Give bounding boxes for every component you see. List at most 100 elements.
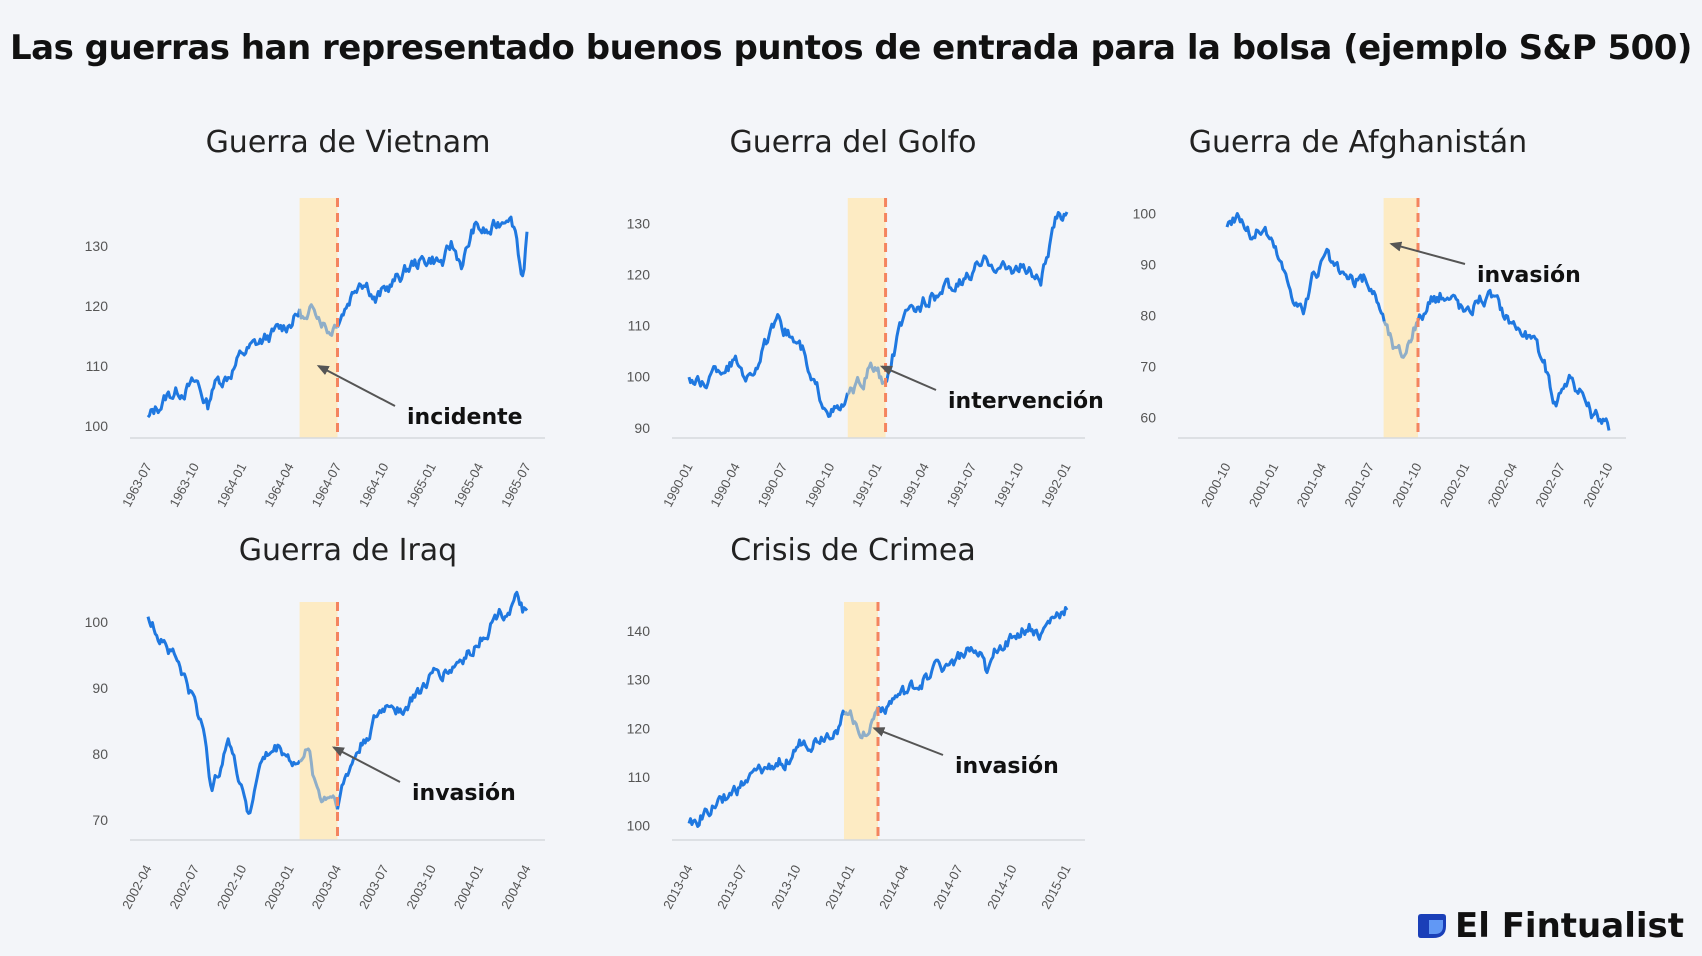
brand-logo: El Fintualist: [1417, 906, 1684, 946]
x-tick-label: 2013-04: [660, 862, 696, 911]
chart-panel-5: Crisis de Crimea 100 110 120 130 140 2013-04 20…: [627, 533, 1085, 912]
y-tick-label: 80: [92, 746, 108, 762]
series-line-event: [847, 361, 886, 395]
y-tick-label: 100: [627, 369, 651, 385]
x-tick-label: 2002-01: [1437, 460, 1473, 509]
series-line-after: [877, 606, 1069, 715]
y-tick-label: 70: [92, 812, 108, 828]
series-line-before: [687, 313, 849, 418]
x-tick-label: 1990-04: [707, 460, 743, 509]
y-tick-label: 90: [1140, 256, 1156, 272]
y-tick-label: 90: [92, 680, 108, 696]
y-tick-label: 90: [634, 420, 650, 436]
x-tick-label: 2002-07: [166, 862, 202, 911]
x-tick-label: 2004-04: [498, 862, 534, 911]
y-tick-label: 60: [1140, 410, 1156, 426]
x-tick-label: 1965-01: [403, 460, 439, 509]
x-tick-label: 2003-04: [309, 862, 345, 911]
x-tick-label: 2000-10: [1198, 460, 1234, 509]
x-tick-label: 1991-07: [944, 460, 980, 509]
x-tick-label: 2002-04: [119, 862, 155, 911]
x-tick-label: 2014-04: [876, 862, 912, 911]
y-tick-label: 130: [627, 672, 651, 688]
x-tick-label: 1992-01: [1038, 460, 1074, 509]
x-tick-label: 2001-01: [1246, 460, 1282, 509]
annotation-label: invasión: [955, 754, 1059, 779]
event-band: [847, 198, 886, 438]
chart-title: Guerra del Golfo: [729, 125, 976, 160]
y-tick-label: 70: [1140, 359, 1156, 375]
x-tick-label: 1965-04: [451, 460, 487, 509]
series-line-after: [336, 590, 529, 810]
y-tick-label: 80: [1140, 307, 1156, 323]
y-tick-label: 140: [627, 623, 651, 639]
x-tick-label: 1991-01: [849, 460, 885, 509]
chart-panel-4: Guerra de Iraq 70 80 90 100 2002-04 2002-07 200…: [85, 533, 545, 912]
x-tick-label: 1964-04: [261, 460, 297, 509]
series-line-after: [336, 215, 529, 328]
x-tick-label: 2014-01: [822, 862, 858, 911]
series-line-event: [298, 303, 338, 337]
x-tick-label: 1991-10: [991, 460, 1027, 509]
x-tick-label: 1991-04: [896, 460, 932, 509]
x-tick-label: 1964-10: [356, 460, 392, 509]
y-tick-label: 100: [627, 817, 651, 833]
x-tick-label: 2002-07: [1532, 460, 1568, 509]
series-line-event: [1382, 320, 1420, 359]
x-tick-label: 1963-10: [166, 460, 202, 509]
series-line-event: [843, 706, 880, 740]
y-tick-label: 130: [85, 238, 109, 254]
series-line-before: [146, 616, 301, 815]
y-tick-label: 100: [85, 418, 109, 434]
x-tick-label: 2014-07: [930, 862, 966, 911]
chart-title: Crisis de Crimea: [730, 533, 975, 568]
fintual-logo-icon: [1417, 914, 1446, 938]
chart-panel-1: Guerra de Vietnam 100 110 120 130 1963-07 1963…: [85, 125, 545, 510]
y-tick-label: 110: [628, 318, 651, 334]
event-band: [299, 602, 338, 840]
annotation-arrow: [879, 365, 937, 391]
y-tick-label: 100: [85, 614, 109, 630]
series-line-before: [146, 308, 302, 419]
x-tick-label: 1990-01: [660, 460, 696, 509]
annotation-arrow: [331, 746, 401, 783]
x-tick-label: 2015-01: [1038, 862, 1074, 911]
chart-panel-2: Guerra del Golfo 90 100 110 120 130 1990-01 199…: [627, 125, 1104, 510]
annotation-label: intervención: [948, 389, 1104, 414]
x-tick-label: 1964-01: [214, 460, 250, 509]
x-tick-label: 1965-07: [498, 460, 534, 509]
x-tick-label: 2001-04: [1294, 460, 1330, 509]
chart-panel-3: Guerra de Afghanistán 60 70 80 90 100 2000-10 2…: [1133, 125, 1626, 510]
chart-title: Guerra de Iraq: [239, 533, 457, 568]
annotation-label: invasión: [1477, 263, 1581, 288]
chart-title: Guerra de Vietnam: [206, 125, 491, 160]
x-tick-label: 2002-10: [214, 862, 250, 911]
annotation-arrow: [1389, 241, 1466, 265]
series-line-before: [687, 709, 847, 828]
series-line-before: [1225, 212, 1386, 322]
y-tick-label: 100: [1133, 205, 1157, 221]
y-tick-label: 130: [627, 216, 651, 232]
y-tick-label: 120: [627, 720, 651, 736]
y-tick-label: 110: [628, 769, 651, 785]
annotation-arrow: [316, 365, 396, 407]
x-tick-label: 2013-07: [714, 862, 750, 911]
annotation-label: incidente: [407, 405, 523, 430]
x-tick-label: 1963-07: [119, 460, 155, 509]
x-tick-label: 2014-10: [984, 862, 1020, 911]
brand-name: El Fintualist: [1454, 906, 1684, 946]
x-tick-label: 2003-01: [261, 862, 297, 911]
x-tick-label: 2001-10: [1389, 460, 1425, 509]
annotation-arrow: [872, 727, 944, 756]
x-tick-label: 2004-01: [451, 862, 487, 911]
x-tick-label: 1990-10: [802, 460, 838, 509]
x-tick-label: 2002-10: [1580, 460, 1616, 509]
series-line-event: [299, 747, 339, 810]
x-tick-label: 2002-04: [1485, 460, 1521, 509]
x-tick-label: 1990-07: [755, 460, 791, 509]
chart-title: Guerra de Afghanistán: [1189, 125, 1527, 160]
x-tick-label: 2013-10: [768, 862, 804, 911]
y-tick-label: 120: [85, 298, 109, 314]
page-title: Las guerras han representado buenos punt…: [10, 28, 1692, 68]
series-line-after: [884, 211, 1069, 384]
